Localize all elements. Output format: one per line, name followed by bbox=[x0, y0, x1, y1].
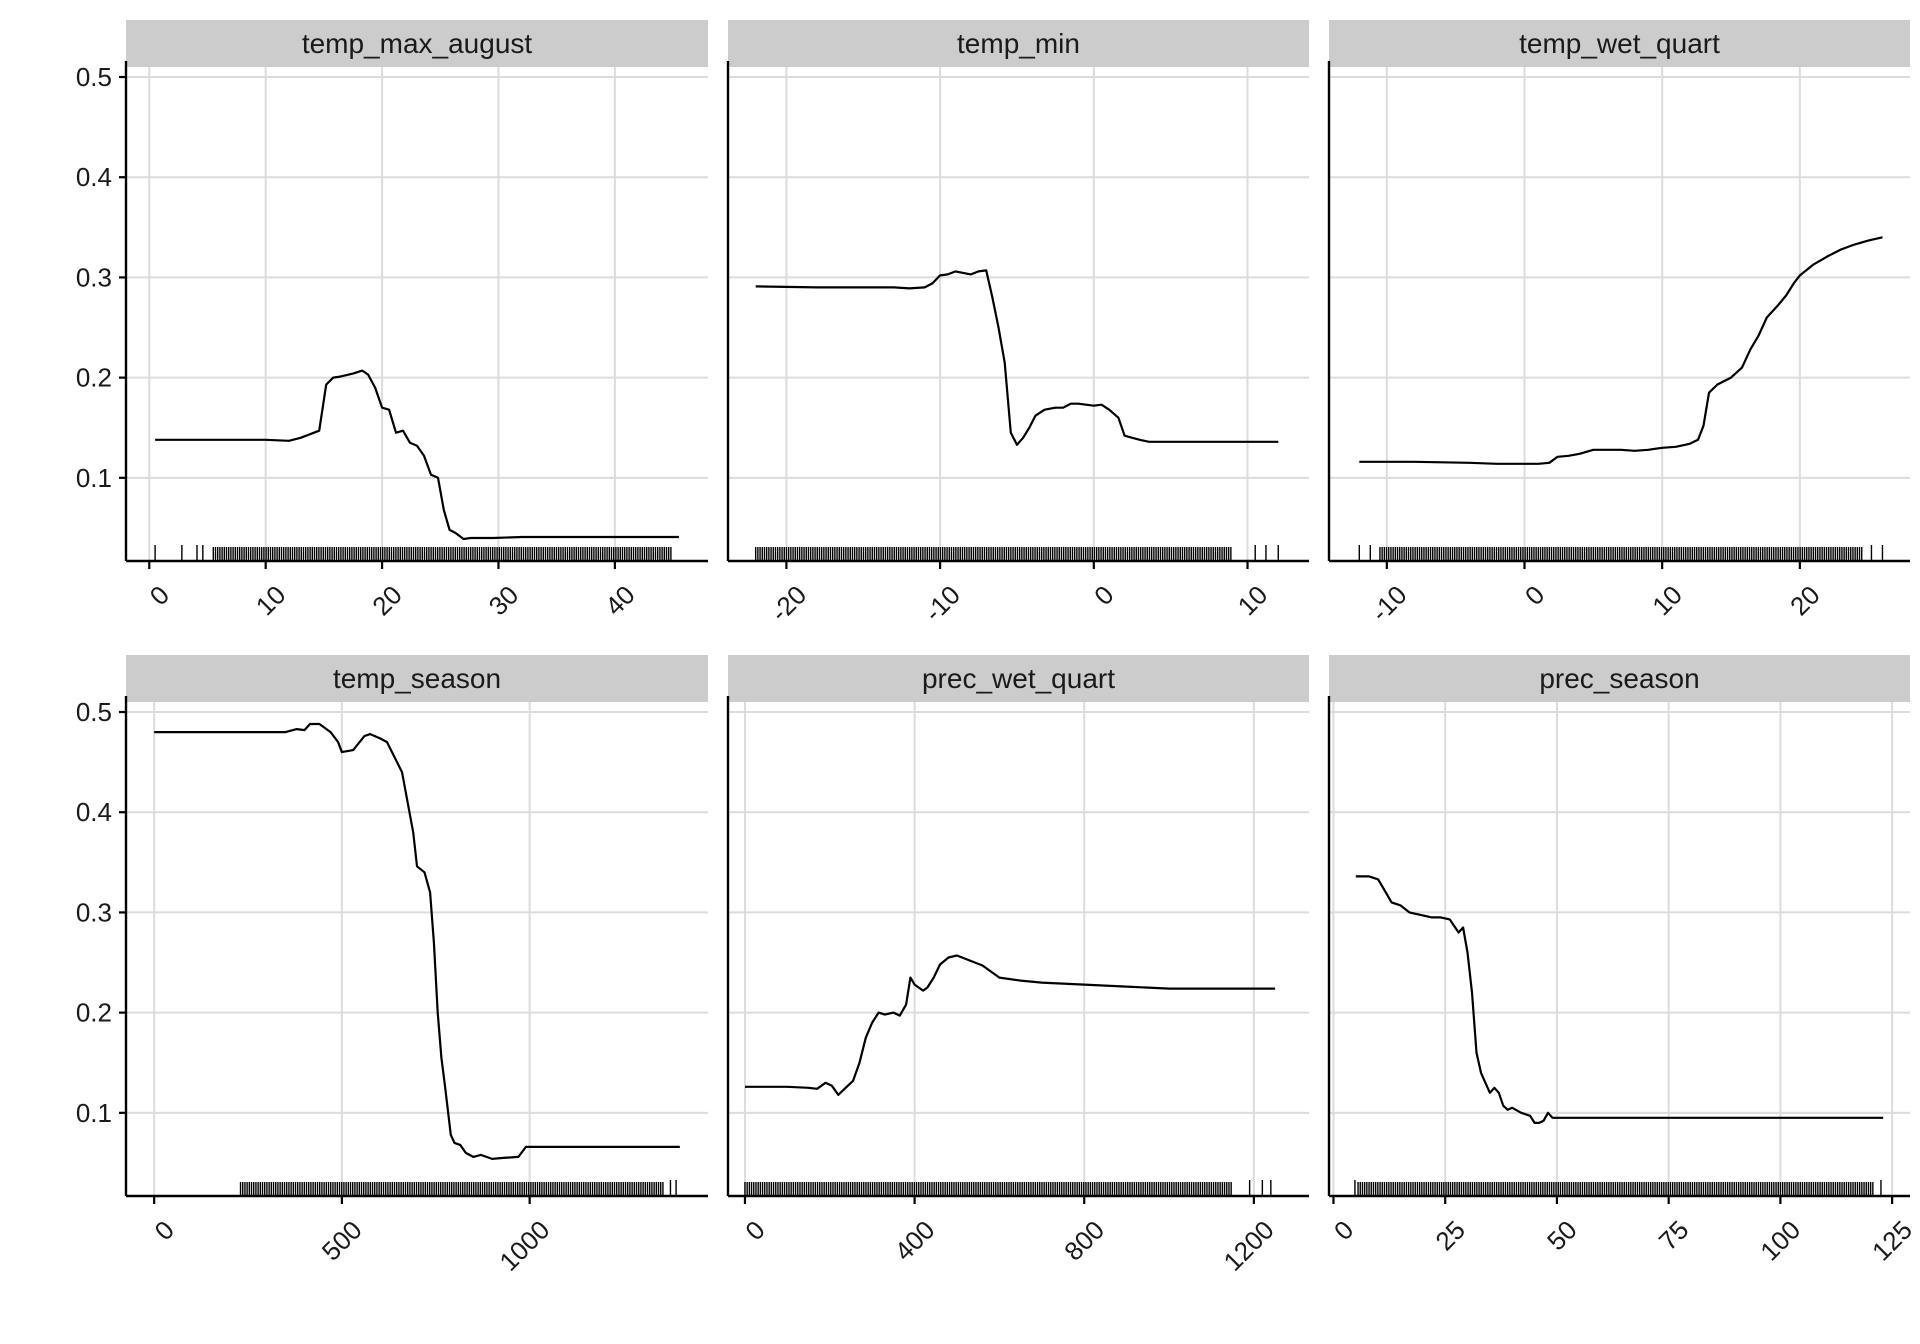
rug-marks bbox=[154, 545, 672, 561]
partial-dependence-line bbox=[755, 269, 1279, 446]
panel-prec_season: prec_season 0 25 50 75 100 125 bbox=[1327, 655, 1918, 1267]
panel-prec_wet_quart: prec_wet_quart 0 400 800 1200 bbox=[726, 655, 1309, 1277]
partial-dependence-line bbox=[155, 369, 679, 541]
y-tick-label: 0.4 bbox=[76, 162, 112, 192]
x-tick-label: 30 bbox=[483, 580, 525, 622]
y-tick-label: 0.1 bbox=[76, 1098, 112, 1128]
rug-marks bbox=[1354, 1180, 1882, 1196]
facet-strip bbox=[1329, 655, 1910, 702]
y-tick-label: 0.1 bbox=[76, 463, 112, 493]
x-tick-label: 50 bbox=[1541, 1215, 1583, 1257]
x-tick-label: 0 bbox=[1328, 1215, 1359, 1246]
x-tick-label: 0 bbox=[1088, 580, 1119, 611]
facet-title: temp_min bbox=[957, 28, 1080, 59]
facet-title: temp_season bbox=[333, 663, 501, 694]
y-tick-label: 0.3 bbox=[76, 897, 112, 927]
x-tick-label: 10 bbox=[1232, 580, 1274, 622]
x-tick-label: 25 bbox=[1429, 1215, 1471, 1257]
partial-dependence-line bbox=[1359, 236, 1883, 465]
panel-temp_wet_quart: temp_wet_quart -10 0 10 20 bbox=[1327, 20, 1910, 628]
x-tick-label: 1200 bbox=[1218, 1215, 1280, 1277]
facet-strip bbox=[126, 655, 708, 702]
x-tick-label: 125 bbox=[1866, 1215, 1918, 1267]
rug-marks bbox=[754, 545, 1279, 561]
rug-marks bbox=[239, 1180, 677, 1196]
y-tick-label: 0.2 bbox=[76, 998, 112, 1028]
x-tick-label: 800 bbox=[1058, 1215, 1110, 1267]
facet-strip bbox=[1329, 20, 1910, 67]
x-tick-label: 0 bbox=[149, 1215, 180, 1246]
y-tick-label: 0.4 bbox=[76, 797, 112, 827]
x-tick-label: 100 bbox=[1754, 1215, 1806, 1267]
x-tick-label: 0 bbox=[1519, 580, 1550, 611]
facet-strip bbox=[126, 20, 708, 67]
rug-marks bbox=[1358, 545, 1884, 561]
facet-strip bbox=[728, 655, 1309, 702]
partial-dependence-line bbox=[1355, 875, 1884, 1124]
partial-dependence-line bbox=[745, 954, 1276, 1096]
facet-title: temp_wet_quart bbox=[1519, 28, 1720, 59]
facet-title: temp_max_august bbox=[302, 28, 533, 59]
partial-dependence-line bbox=[154, 722, 680, 1160]
panel-temp_max_august: temp_max_august 0.1 0.2 0.3 0.4 0.5 0 10 20 30 40 bbox=[76, 20, 708, 621]
y-tick-label: 0.5 bbox=[76, 62, 112, 92]
x-tick-label: 40 bbox=[599, 580, 641, 622]
facet-strip bbox=[728, 20, 1309, 67]
facet-title: prec_season bbox=[1539, 663, 1699, 694]
y-tick-label: 0.2 bbox=[76, 363, 112, 393]
rug-marks bbox=[744, 1180, 1272, 1196]
x-tick-label: 20 bbox=[1784, 580, 1826, 622]
facet-title: prec_wet_quart bbox=[922, 663, 1115, 694]
x-tick-label: 10 bbox=[250, 580, 292, 622]
x-tick-label: 0 bbox=[144, 580, 175, 611]
x-tick-label: -10 bbox=[918, 580, 966, 628]
x-tick-label: 400 bbox=[889, 1215, 941, 1267]
x-tick-label: 75 bbox=[1653, 1215, 1695, 1257]
x-tick-label: 0 bbox=[739, 1215, 770, 1246]
y-tick-label: 0.3 bbox=[76, 262, 112, 292]
x-tick-label: -10 bbox=[1365, 580, 1413, 628]
x-tick-label: 10 bbox=[1646, 580, 1688, 622]
x-tick-label: -20 bbox=[764, 580, 812, 628]
panel-temp_season: temp_season 0.1 0.2 0.3 0.4 0.5 0 500 1000 bbox=[76, 655, 708, 1277]
x-tick-label: 20 bbox=[366, 580, 408, 622]
x-tick-label: 500 bbox=[316, 1215, 368, 1267]
panel-temp_min: temp_min -20 -10 0 10 bbox=[726, 20, 1309, 628]
y-tick-label: 0.5 bbox=[76, 697, 112, 727]
x-tick-label: 1000 bbox=[493, 1215, 555, 1277]
